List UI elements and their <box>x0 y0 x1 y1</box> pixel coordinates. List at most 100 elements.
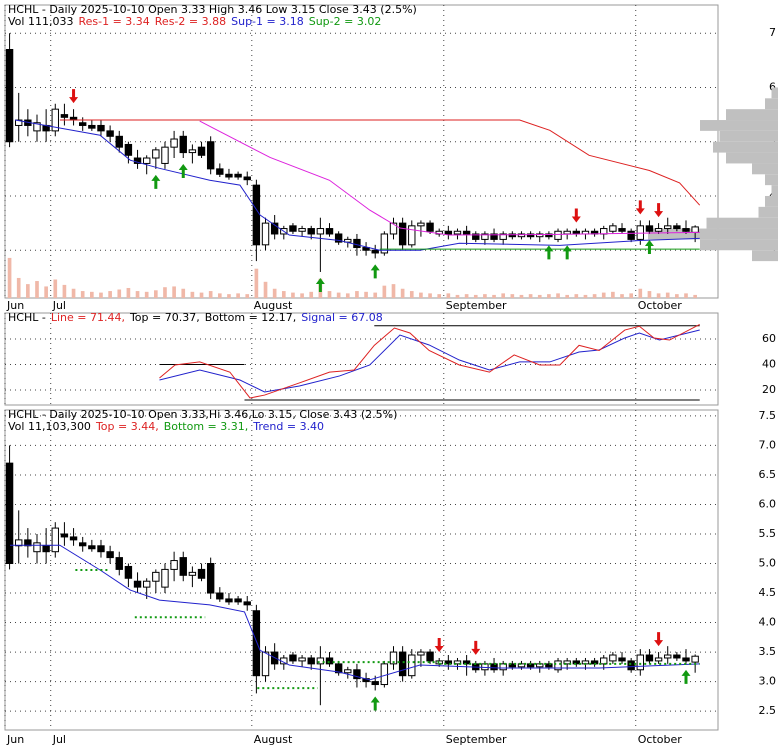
candle-body <box>371 249 379 254</box>
volume-bar <box>126 287 131 298</box>
overlay-line <box>10 544 700 681</box>
candle-body <box>60 533 69 538</box>
sell-arrow <box>471 640 481 655</box>
volume-bar <box>391 284 396 298</box>
volume-bar <box>565 294 570 298</box>
candle-body <box>682 657 690 662</box>
candle-body <box>225 173 233 178</box>
volume-bar <box>336 292 341 298</box>
candle-body <box>261 222 270 246</box>
volume-bar <box>428 293 432 298</box>
candle-body <box>234 173 242 178</box>
volume-bar <box>53 279 58 298</box>
candle-body <box>371 681 379 686</box>
volume-bar <box>684 293 688 298</box>
candle-body <box>106 551 114 559</box>
x-tick-label: Jun <box>6 299 24 312</box>
candle-body <box>188 571 197 576</box>
volume-profile-bar <box>752 250 778 262</box>
x-tick-label: August <box>254 299 293 312</box>
buy-arrow <box>681 669 691 684</box>
volume-bar <box>419 292 423 298</box>
chart-title: HCHL - Daily 2025-10-10 Open 3.33 High 3… <box>8 3 417 16</box>
volume-profile-bar <box>765 195 778 207</box>
buy-arrow <box>644 239 654 254</box>
candle-body <box>508 663 517 668</box>
volume-bar <box>117 289 122 298</box>
volume-bar <box>437 294 442 298</box>
y-tick-label: 6.0 <box>759 497 777 510</box>
volume-profile-bar <box>771 185 778 196</box>
candle-body <box>609 654 617 662</box>
candle-body <box>69 536 78 541</box>
candle-body <box>60 114 69 118</box>
candle-body <box>78 542 87 547</box>
buy-arrow <box>370 264 380 279</box>
plot-frame <box>4 4 719 299</box>
volume-bar <box>501 293 506 298</box>
candle-body <box>536 233 544 238</box>
sell-arrow <box>69 89 79 104</box>
candle-body <box>161 568 169 588</box>
candle-body <box>526 233 535 238</box>
volume-bar <box>263 281 268 298</box>
y-tick-label: 4.0 <box>759 616 777 629</box>
volume-bar <box>300 293 304 298</box>
candle-body <box>682 228 690 232</box>
candle-body <box>270 222 279 235</box>
candle-body <box>417 222 425 227</box>
buy-arrow <box>178 164 188 179</box>
candle-body <box>142 580 151 588</box>
candle-body <box>353 669 361 680</box>
candle-body <box>563 230 571 235</box>
volume-profile-bar <box>752 163 778 175</box>
candle-body <box>152 571 160 582</box>
y-tick-label: 5.0 <box>759 557 777 570</box>
candle-body <box>179 557 187 576</box>
candle-body <box>197 146 206 156</box>
volume-bar <box>345 293 350 298</box>
candle-body <box>453 660 462 665</box>
volume-bar <box>620 294 624 298</box>
volume-bar <box>227 294 231 298</box>
candle-body <box>142 157 151 164</box>
volume-bar <box>656 293 661 298</box>
legend-item: Bottom = 3.31, <box>164 420 249 433</box>
candle-body <box>654 228 663 232</box>
legend-item: Bottom = 12.17, <box>205 311 297 324</box>
candle-body <box>206 563 215 594</box>
candle-body <box>600 657 608 665</box>
volume-bar <box>190 291 195 298</box>
buy-arrow <box>544 245 554 260</box>
volume-bar <box>638 288 643 298</box>
candle-body <box>636 654 645 671</box>
volume-bar <box>99 292 103 298</box>
candle-body <box>133 580 142 588</box>
volume-bar <box>355 291 359 298</box>
volume-bar <box>537 294 542 298</box>
volume-bar <box>492 294 496 298</box>
x-tick-label: October <box>638 299 682 312</box>
candle-body <box>289 654 297 662</box>
candle-body <box>609 225 617 232</box>
candle-body <box>517 663 526 668</box>
candle-body <box>618 657 626 662</box>
legend-item: Res-1 = 3.34 <box>78 15 149 28</box>
volume-bar <box>135 291 140 298</box>
candle-body <box>252 610 261 677</box>
candle-body <box>225 598 233 603</box>
candle-body <box>462 660 471 665</box>
volume-bar <box>291 292 295 298</box>
candle-body <box>115 135 123 148</box>
overlay-line <box>59 119 701 206</box>
y-tick-label: 7.0 <box>759 438 777 451</box>
candle-body <box>398 651 407 677</box>
candle-body <box>545 663 553 668</box>
y-tick-label: 2.5 <box>759 704 777 717</box>
volume-bar <box>592 294 597 298</box>
candle-body <box>380 233 389 254</box>
volume-bar <box>464 294 469 298</box>
candle-body <box>517 233 526 238</box>
volume-profile-bar <box>765 174 778 186</box>
